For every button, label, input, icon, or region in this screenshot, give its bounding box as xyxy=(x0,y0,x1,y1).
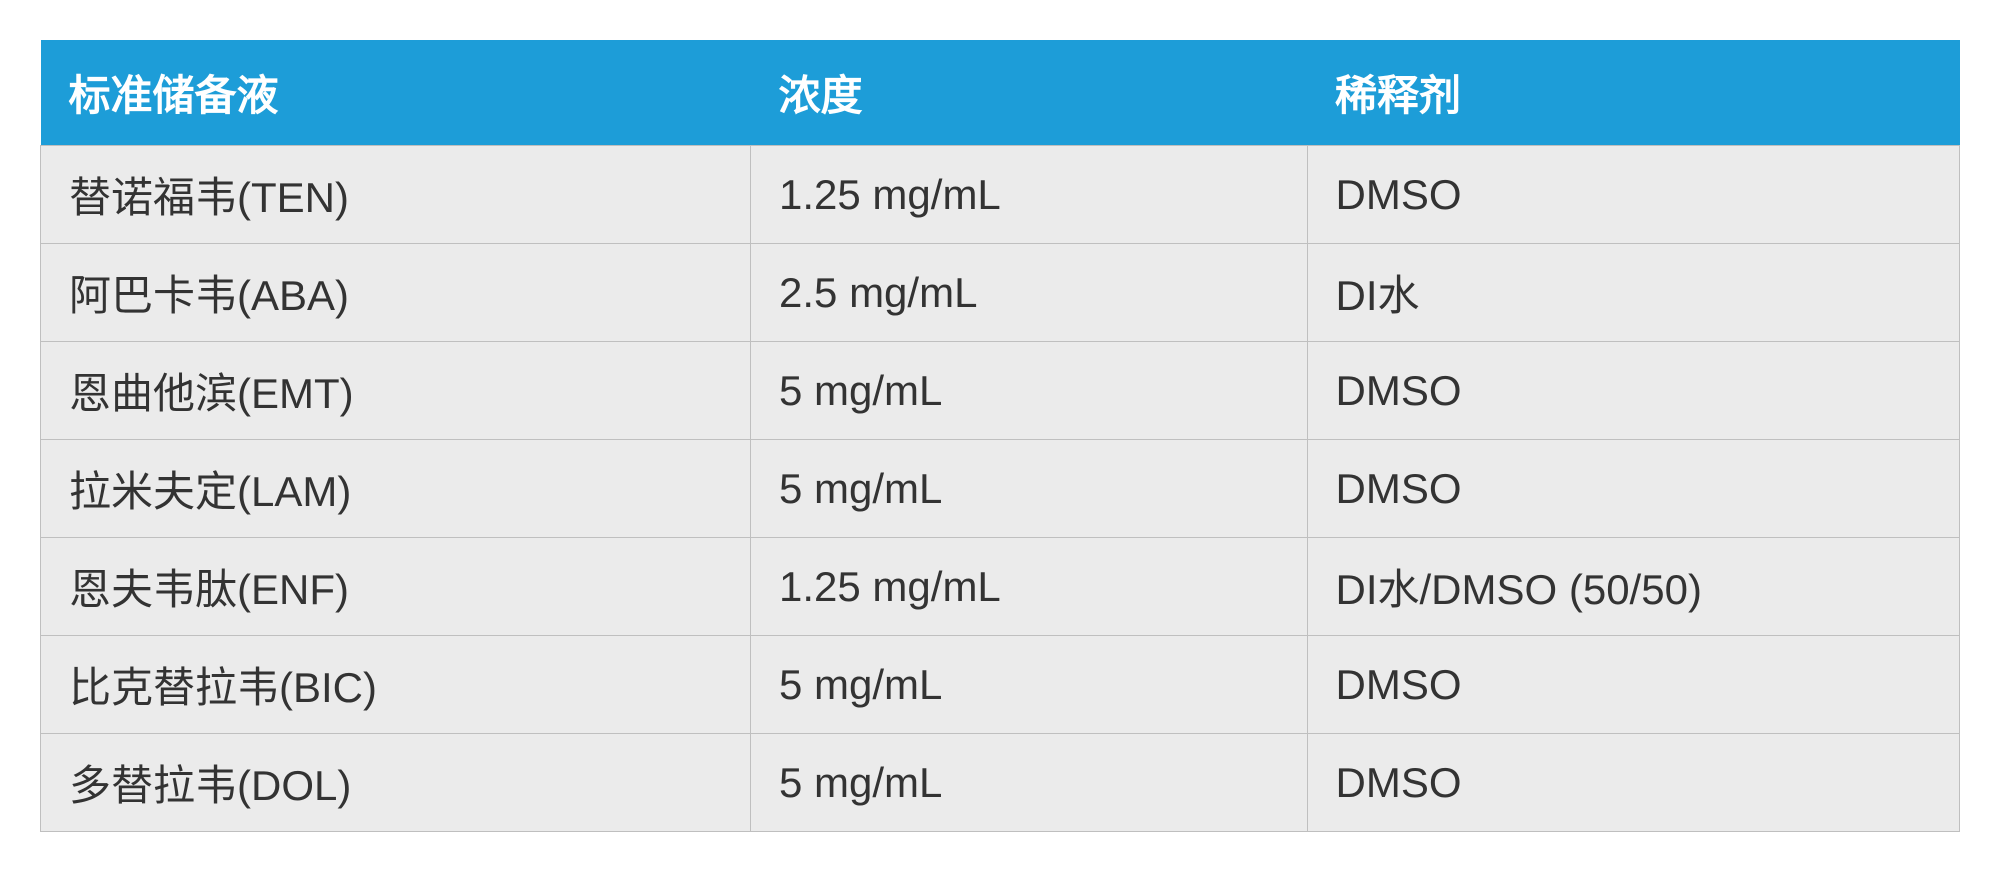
table-container: 标准储备液 浓度 稀释剂 替诺福韦(TEN) 1.25 mg/mL DMSO 阿… xyxy=(40,40,1960,832)
cell-diluent: DMSO xyxy=(1307,734,1959,832)
cell-diluent: DI水/DMSO (50/50) xyxy=(1307,538,1959,636)
cell-name: 恩曲他滨(EMT) xyxy=(41,342,751,440)
cell-concentration: 5 mg/mL xyxy=(751,734,1308,832)
header-row: 标准储备液 浓度 稀释剂 xyxy=(41,40,1960,146)
cell-name: 多替拉韦(DOL) xyxy=(41,734,751,832)
cell-name: 拉米夫定(LAM) xyxy=(41,440,751,538)
table-row: 阿巴卡韦(ABA) 2.5 mg/mL DI水 xyxy=(41,244,1960,342)
cell-diluent: DMSO xyxy=(1307,146,1959,244)
cell-concentration: 1.25 mg/mL xyxy=(751,538,1308,636)
table-row: 恩曲他滨(EMT) 5 mg/mL DMSO xyxy=(41,342,1960,440)
cell-concentration: 5 mg/mL xyxy=(751,440,1308,538)
cell-name: 阿巴卡韦(ABA) xyxy=(41,244,751,342)
cell-name: 比克替拉韦(BIC) xyxy=(41,636,751,734)
cell-concentration: 1.25 mg/mL xyxy=(751,146,1308,244)
cell-diluent: DMSO xyxy=(1307,342,1959,440)
cell-concentration: 5 mg/mL xyxy=(751,636,1308,734)
cell-concentration: 5 mg/mL xyxy=(751,342,1308,440)
header-concentration: 浓度 xyxy=(751,40,1308,146)
cell-diluent: DMSO xyxy=(1307,440,1959,538)
cell-concentration: 2.5 mg/mL xyxy=(751,244,1308,342)
table-header: 标准储备液 浓度 稀释剂 xyxy=(41,40,1960,146)
table-body: 替诺福韦(TEN) 1.25 mg/mL DMSO 阿巴卡韦(ABA) 2.5 … xyxy=(41,146,1960,832)
table-row: 恩夫韦肽(ENF) 1.25 mg/mL DI水/DMSO (50/50) xyxy=(41,538,1960,636)
table-row: 比克替拉韦(BIC) 5 mg/mL DMSO xyxy=(41,636,1960,734)
cell-name: 恩夫韦肽(ENF) xyxy=(41,538,751,636)
header-diluent: 稀释剂 xyxy=(1307,40,1959,146)
stock-solution-table: 标准储备液 浓度 稀释剂 替诺福韦(TEN) 1.25 mg/mL DMSO 阿… xyxy=(40,40,1960,832)
header-standard-stock: 标准储备液 xyxy=(41,40,751,146)
cell-diluent: DMSO xyxy=(1307,636,1959,734)
table-row: 替诺福韦(TEN) 1.25 mg/mL DMSO xyxy=(41,146,1960,244)
cell-diluent: DI水 xyxy=(1307,244,1959,342)
cell-name: 替诺福韦(TEN) xyxy=(41,146,751,244)
table-row: 多替拉韦(DOL) 5 mg/mL DMSO xyxy=(41,734,1960,832)
table-row: 拉米夫定(LAM) 5 mg/mL DMSO xyxy=(41,440,1960,538)
